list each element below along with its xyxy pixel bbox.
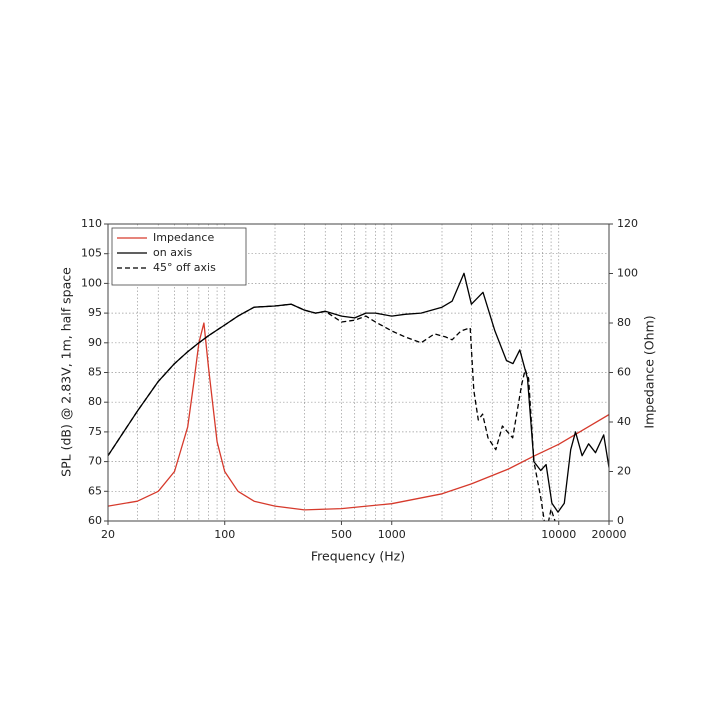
y-tick-label: 60	[88, 514, 102, 527]
y2-tick-label: 100	[617, 267, 638, 280]
x-tick-label: 20	[101, 528, 115, 541]
legend-label: Impedance	[153, 231, 214, 244]
legend-label: 45° off axis	[153, 261, 216, 274]
y-axis-label: SPL (dB) @ 2.83V, 1m, half space	[59, 267, 74, 477]
plot-frame	[107, 223, 610, 522]
y-tick-label: 75	[88, 425, 102, 438]
series-line	[108, 272, 609, 513]
series-line	[108, 303, 556, 521]
y2-tick-label: 0	[617, 514, 624, 527]
x-tick-label: 10000	[541, 528, 576, 541]
x-tick-label: 500	[331, 528, 352, 541]
y2-tick-label: 20	[617, 465, 631, 478]
y2-tick-label: 80	[617, 316, 631, 329]
x-tick-label: 20000	[592, 528, 627, 541]
y2-tick-label: 40	[617, 415, 631, 428]
y2-axis-label: Impedance (Ohm)	[642, 315, 657, 428]
plot-lines	[108, 272, 609, 521]
y-tick-label: 65	[88, 484, 102, 497]
y-tick-label: 80	[88, 395, 102, 408]
y-tick-label: 105	[81, 247, 102, 260]
y2-tick-label: 120	[617, 217, 638, 230]
y-tick-label: 70	[88, 455, 102, 468]
series-line	[108, 322, 609, 511]
x-axis-label: Frequency (Hz)	[311, 549, 405, 564]
y-tick-label: 100	[81, 276, 102, 289]
x-tick-label: 100	[214, 528, 235, 541]
y-tick-label: 110	[81, 217, 102, 230]
y-tick-label: 90	[88, 336, 102, 349]
legend-label: on axis	[153, 246, 193, 259]
y-tick-label: 95	[88, 306, 102, 319]
legend: Impedance on axis 45° off axis	[111, 227, 247, 286]
x-tick-label: 1000	[378, 528, 406, 541]
y2-tick-label: 60	[617, 366, 631, 379]
y-tick-label: 85	[88, 366, 102, 379]
